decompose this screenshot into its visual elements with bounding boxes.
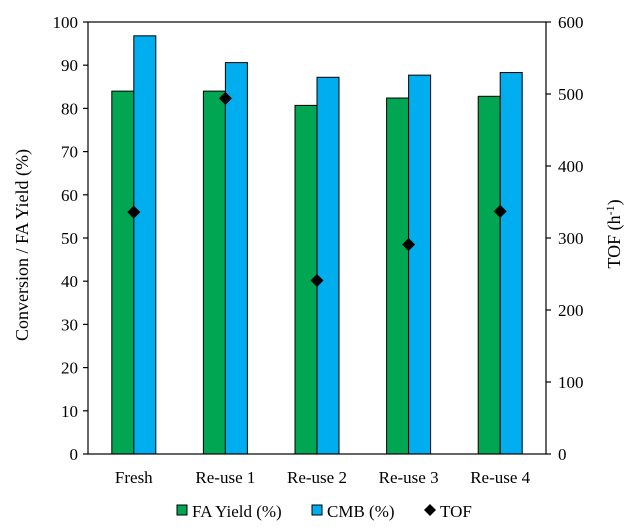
legend-label-0: FA Yield (%) (192, 502, 282, 521)
y-tick-label-7: 70 (61, 143, 78, 162)
x-tick-label-4: Re-use 4 (470, 468, 530, 487)
markers-layer (127, 91, 507, 287)
tof-marker-0 (127, 205, 141, 219)
y2-tick-label-5: 500 (558, 85, 584, 104)
x-tick-label-3: Re-use 3 (379, 468, 439, 487)
bar-fa-yield-0 (111, 90, 135, 455)
y2-tick-label-6: 600 (558, 13, 584, 32)
legend-label-1: CMB (%) (327, 502, 395, 521)
y2-axis-title-superscript: -1 (603, 205, 617, 215)
y2-axis-title-main: TOF (h (604, 215, 625, 268)
y-axis-title: Conversion / FA Yield (%) (12, 149, 33, 341)
legend-swatch-1 (311, 504, 323, 516)
legend: FA Yield (%) CMB (%) TOF (176, 502, 472, 521)
bar-cmb-2 (316, 76, 340, 455)
x-tick-label-2: Re-use 2 (287, 468, 347, 487)
bar-cmb-3 (408, 74, 432, 455)
tof-marker-4 (493, 204, 507, 218)
y-tick-label-10: 100 (53, 13, 79, 32)
legend-label-2: TOF (440, 502, 472, 521)
y2-tick-label-2: 200 (558, 301, 584, 320)
bar-fa-yield-1 (202, 90, 226, 455)
y2-tick-label-4: 400 (558, 157, 584, 176)
bars-layer (111, 35, 523, 455)
y-tick-label-0: 0 (70, 445, 79, 464)
tof-marker-3 (402, 237, 416, 251)
y2-axis-title: TOF (h-1) (603, 199, 625, 268)
x-tick-label-0: Fresh (115, 468, 153, 487)
bar-cmb-4 (499, 72, 523, 455)
y-tick-label-2: 20 (61, 359, 78, 378)
bar-cmb-0 (133, 35, 157, 455)
y2-tick-label-0: 0 (558, 445, 567, 464)
y2-tick-label-1: 100 (558, 373, 584, 392)
bar-cmb-1 (224, 62, 248, 455)
axes-layer: Fresh Re-use 1 Re-use 2 Re-use 3 Re-use 4 0 10… (53, 13, 584, 487)
y-tick-label-9: 90 (61, 56, 78, 75)
tof-marker-2 (310, 273, 324, 287)
y2-tick-label-3: 300 (558, 229, 584, 248)
x-tick-label-1: Re-use 1 (195, 468, 255, 487)
y-tick-label-4: 40 (61, 272, 78, 291)
bar-fa-yield-4 (477, 95, 501, 455)
tof-marker-1 (218, 91, 232, 105)
bar-fa-yield-3 (386, 97, 410, 455)
y-tick-label-5: 50 (61, 229, 78, 248)
y-tick-label-3: 30 (61, 315, 78, 334)
y-tick-label-8: 80 (61, 99, 78, 118)
y2-axis-title-end: ) (604, 199, 625, 205)
legend-swatch-2 (424, 504, 436, 516)
y-tick-label-1: 10 (61, 402, 78, 421)
legend-swatch-0 (176, 504, 188, 516)
y-tick-label-6: 60 (61, 186, 78, 205)
